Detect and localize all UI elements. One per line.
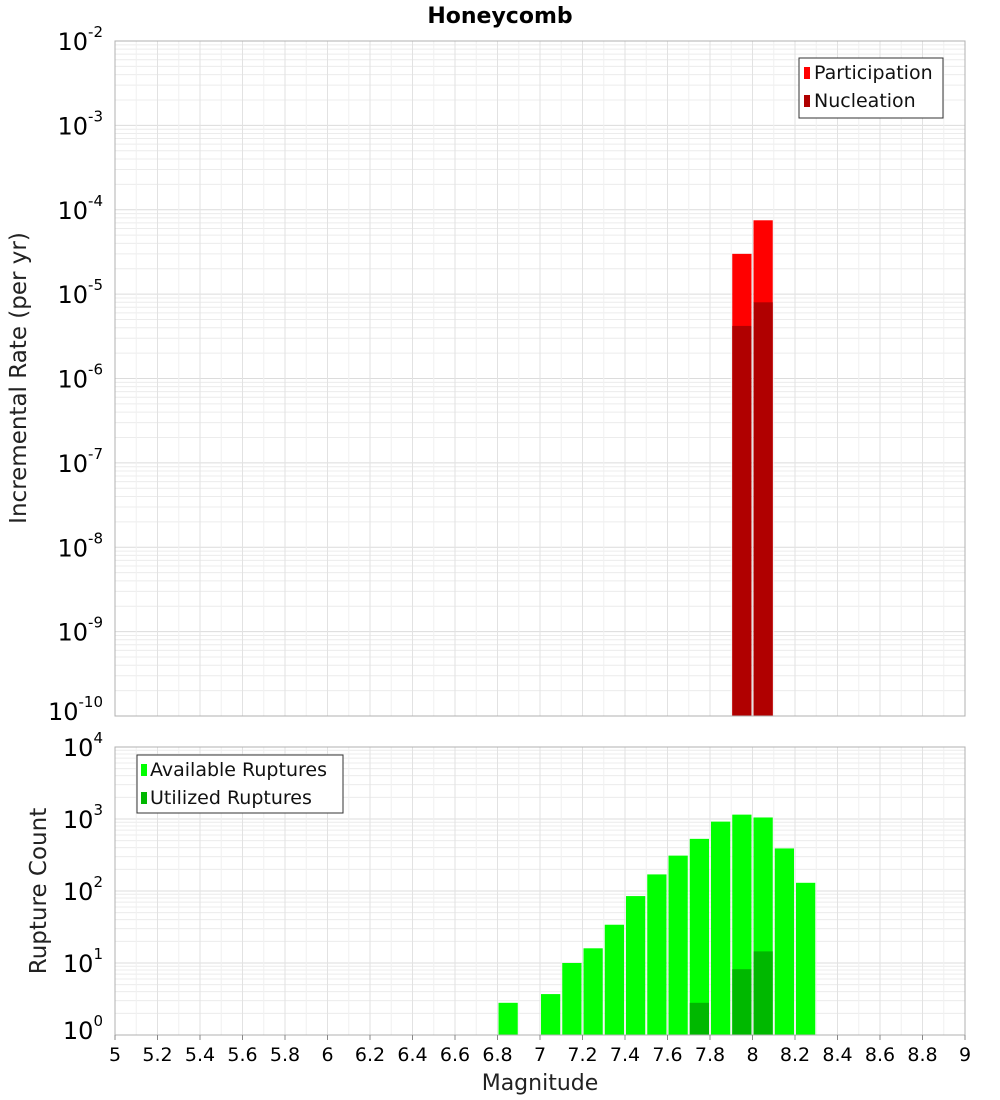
x-tick-label: 5.4 (185, 1044, 215, 1066)
bottom-bar-available-ruptures (562, 963, 582, 1035)
x-tick-label: 8.2 (780, 1044, 810, 1066)
bottom-y-tick-label: 103 (63, 801, 103, 834)
bottom-bar-available-ruptures (626, 896, 646, 1035)
bottom-bar-available-ruptures (583, 948, 603, 1035)
x-tick-label: 7.8 (695, 1044, 725, 1066)
top-bar-nucleation (732, 325, 752, 716)
bottom-bar-available-ruptures (668, 855, 688, 1035)
legend-swatch-participation (804, 67, 810, 79)
legend-swatch-utilized (141, 792, 147, 804)
top-plot-frame (114, 40, 966, 717)
bottom-bar-available-ruptures (604, 924, 624, 1035)
top-bar-nucleation (753, 302, 773, 716)
legend-swatch-available (141, 764, 147, 776)
x-tick-label: 6.2 (355, 1044, 385, 1066)
top-y-tick-label: 10-2 (57, 23, 103, 56)
legend-swatch-nucleation (804, 95, 810, 107)
top-y-tick-label: 10-7 (57, 445, 103, 478)
x-tick-label: 7.6 (652, 1044, 682, 1066)
bottom-bar-available-ruptures (711, 821, 731, 1035)
top-y-tick-label: 10-9 (57, 614, 103, 647)
bottom-y-tick-label: 101 (63, 945, 103, 978)
bottom-y-ticks: 100 101 102 103 104 (63, 729, 103, 1045)
top-grid (114, 41, 966, 717)
x-tick-label: 9 (959, 1044, 971, 1066)
bottom-bar-available-ruptures (689, 838, 709, 1035)
bottom-bar-utilized-ruptures (732, 969, 752, 1035)
bottom-bar-utilized-ruptures (689, 1002, 709, 1035)
x-axis-label: Magnitude (482, 1071, 599, 1096)
bottom-y-tick-label: 102 (63, 873, 103, 906)
top-y-tick-label: 10-6 (57, 361, 103, 394)
x-tick-label: 7 (534, 1044, 546, 1066)
bottom-bar-utilized-ruptures (753, 951, 773, 1035)
bottom-grid (114, 747, 966, 1036)
bottom-bar-available-ruptures (774, 848, 794, 1035)
bottom-bar-available-ruptures (796, 882, 816, 1035)
bottom-bar-available-ruptures (541, 994, 561, 1035)
top-y-tick-label: 10-8 (57, 529, 103, 562)
top-y-axis-label: Incremental Rate (per yr) (6, 232, 32, 524)
bottom-bars (498, 814, 816, 1035)
x-tick-label: 5.8 (270, 1044, 300, 1066)
x-tick-label: 7.4 (610, 1044, 640, 1066)
bottom-y-tick-label: 104 (63, 729, 103, 762)
legend-label-available: Available Ruptures (150, 759, 327, 781)
x-tick-label: 5.6 (227, 1044, 257, 1066)
top-y-tick-label: 10-5 (57, 276, 103, 309)
bottom-bar-available-ruptures (498, 1002, 518, 1035)
x-tick-label: 5 (109, 1044, 121, 1066)
x-tick-label: 8.4 (822, 1044, 852, 1066)
legend-label-utilized: Utilized Ruptures (150, 787, 312, 809)
bottom-y-axis-label: Rupture Count (26, 808, 52, 974)
x-tick-label: 6 (321, 1044, 333, 1066)
x-tick-label: 5.2 (142, 1044, 172, 1066)
x-tick-label: 8.6 (865, 1044, 895, 1066)
legend-label-participation: Participation (814, 62, 933, 84)
x-tick-label: 6.6 (440, 1044, 470, 1066)
x-tick-label: 7.2 (567, 1044, 597, 1066)
top-y-tick-label: 10-4 (57, 192, 103, 225)
x-tick-label: 6.4 (397, 1044, 427, 1066)
top-y-tick-label: 10-3 (57, 107, 103, 140)
x-ticks: 5 5.2 5.4 5.6 5.8 6 6.2 6.4 6.6 6.8 7 7.2 7.4 7.6 7.8 8… (109, 1035, 971, 1066)
top-y-tick-label: 10-10 (48, 693, 103, 726)
x-tick-label: 8 (746, 1044, 758, 1066)
chart-title: Honeycomb (427, 4, 572, 29)
bottom-legend: Available Ruptures Utilized Ruptures (136, 754, 344, 814)
bottom-y-tick-label: 100 (63, 1012, 103, 1045)
top-y-ticks: 10-10 10-9 10-8 10-7 10-6 10-5 10-4 10-3 10-2 (48, 23, 103, 726)
bottom-bar-available-ruptures (647, 874, 667, 1035)
x-tick-label: 8.8 (907, 1044, 937, 1066)
top-bars (732, 220, 773, 717)
legend-label-nucleation: Nucleation (814, 90, 916, 112)
top-legend: Participation Nucleation (798, 57, 944, 119)
x-tick-label: 6.8 (482, 1044, 512, 1066)
